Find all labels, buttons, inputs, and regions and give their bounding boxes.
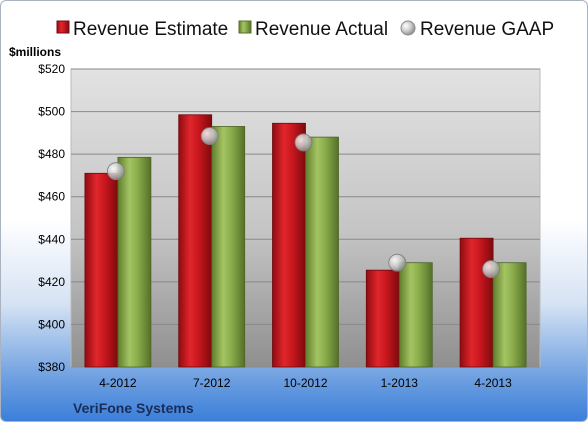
y-tick-label: $440 xyxy=(38,232,65,246)
x-tick-label: 4-2012 xyxy=(99,376,137,390)
bar-revenue-estimate xyxy=(178,114,213,368)
y-unit-label: $millions xyxy=(9,45,61,59)
y-tick-label: $520 xyxy=(38,62,65,76)
x-tick-label: 10-2012 xyxy=(283,376,327,390)
y-axis: $380 $400 $420 $440 $460 $480 $500 $520 xyxy=(38,62,65,374)
company-name: VeriFone Systems xyxy=(73,400,194,416)
legend-label-revenue-gaap: Revenue GAAP xyxy=(420,19,554,40)
legend-label-revenue-estimate: Revenue Estimate xyxy=(73,19,228,40)
y-tick-label: $420 xyxy=(38,275,65,289)
gaap-points xyxy=(107,127,501,278)
bar-revenue-estimate xyxy=(459,237,494,368)
legend-label-revenue-actual: Revenue Actual xyxy=(255,19,388,40)
x-axis: 4-2012 7-2012 10-2012 1-2013 4-2013 xyxy=(99,376,512,390)
x-tick-label: 7-2012 xyxy=(193,376,231,390)
y-tick-label: $400 xyxy=(38,317,65,331)
bars xyxy=(84,114,527,368)
y-tick-label: $480 xyxy=(38,147,65,161)
y-tick-label: $380 xyxy=(38,360,65,374)
point-revenue-gaap xyxy=(482,260,501,278)
bar-revenue-actual xyxy=(211,126,246,368)
bar-revenue-estimate xyxy=(272,122,306,368)
bar-revenue-estimate xyxy=(84,172,119,368)
y-tick-label: $500 xyxy=(38,105,65,119)
bar-revenue-actual xyxy=(398,262,433,368)
x-tick-label: 1-2013 xyxy=(381,376,419,390)
point-revenue-gaap xyxy=(107,162,125,181)
bar-revenue-actual xyxy=(117,156,152,368)
x-tick-label: 4-2013 xyxy=(474,376,512,390)
point-revenue-gaap xyxy=(200,127,219,145)
bar-revenue-estimate xyxy=(365,269,400,368)
legend-swatch-revenue-actual xyxy=(238,20,252,34)
legend: Revenue Estimate Revenue Actual Revenue … xyxy=(56,19,554,40)
point-revenue-gaap xyxy=(294,133,313,152)
legend-swatch-revenue-estimate xyxy=(56,20,70,34)
bar-revenue-actual xyxy=(305,136,339,368)
point-revenue-gaap xyxy=(388,253,407,272)
bar-revenue-actual xyxy=(492,262,527,368)
legend-swatch-revenue-gaap xyxy=(400,20,416,36)
y-tick-label: $460 xyxy=(38,190,65,204)
